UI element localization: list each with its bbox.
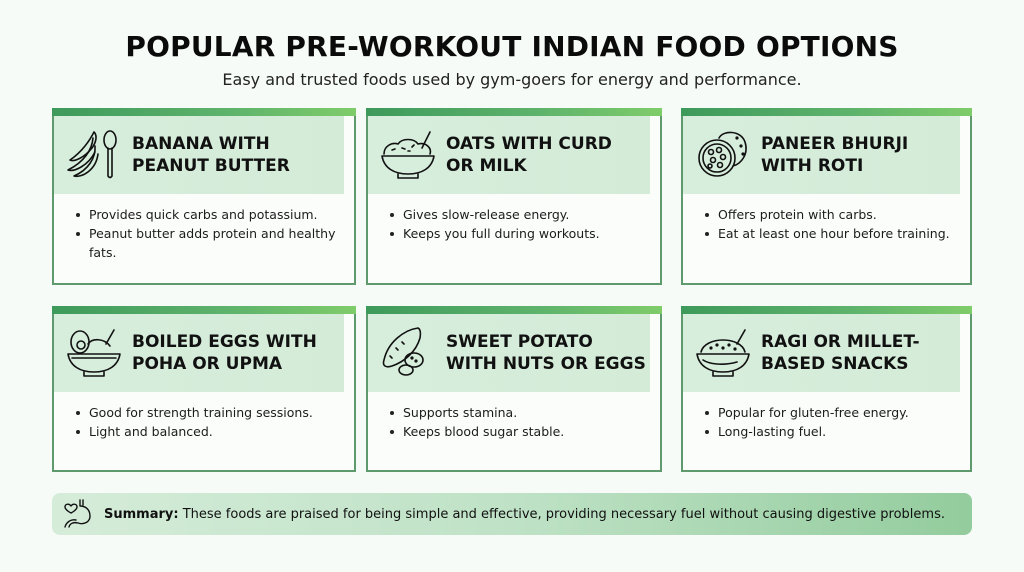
card-point: Keeps you full during workouts.	[390, 224, 650, 243]
egg-poha-bowl-icon	[64, 324, 124, 380]
card-points: Popular for gluten-free energy. Long-las…	[705, 403, 960, 441]
stomach-heart-icon	[62, 497, 96, 531]
card-points: Provides quick carbs and potassium. Pean…	[76, 205, 344, 262]
card-accent-bar	[366, 108, 662, 116]
card-accent-bar	[366, 306, 662, 314]
food-card-oats: OATS WITH CURD OR MILK Gives slow-releas…	[366, 108, 662, 285]
card-point: Provides quick carbs and potassium.	[76, 205, 344, 224]
food-card-sweet-potato: SWEET POTATO WITH NUTS OR EGGS Supports …	[366, 306, 662, 472]
card-header: BANANA WITH PEANUT BUTTER	[54, 116, 344, 194]
card-header: RAGI OR MILLET- BASED SNACKS	[683, 314, 960, 392]
card-point: Eat at least one hour before training.	[705, 224, 960, 243]
summary-text: Summary: These foods are praised for bei…	[104, 507, 945, 522]
card-header: BOILED EGGS WITH POHA OR UPMA	[54, 314, 344, 392]
card-header: OATS WITH CURD OR MILK	[368, 116, 650, 194]
banana-spoon-icon	[64, 126, 124, 182]
oats-bowl-icon	[378, 126, 438, 182]
card-points: Offers protein with carbs. Eat at least …	[705, 205, 960, 243]
card-points: Gives slow-release energy. Keeps you ful…	[390, 205, 650, 243]
card-header: SWEET POTATO WITH NUTS OR EGGS	[368, 314, 650, 392]
card-points: Good for strength training sessions. Lig…	[76, 403, 344, 441]
card-title: BANANA WITH PEANUT BUTTER	[132, 134, 290, 176]
card-point: Good for strength training sessions.	[76, 403, 344, 422]
paneer-roti-icon	[693, 126, 753, 182]
card-title: BOILED EGGS WITH POHA OR UPMA	[132, 332, 317, 374]
card-point: Long-lasting fuel.	[705, 422, 960, 441]
food-card-ragi-millet: RAGI OR MILLET- BASED SNACKS Popular for…	[681, 306, 972, 472]
food-card-paneer: PANEER BHURJI WITH ROTI Offers protein w…	[681, 108, 972, 285]
summary-body: These foods are praised for being simple…	[178, 506, 945, 522]
card-accent-bar	[52, 108, 356, 116]
card-header: PANEER BHURJI WITH ROTI	[683, 116, 960, 194]
card-points: Supports stamina. Keeps blood sugar stab…	[390, 403, 650, 441]
page-title: POPULAR PRE-WORKOUT INDIAN FOOD OPTIONS	[125, 30, 899, 63]
food-card-banana: BANANA WITH PEANUT BUTTER Provides quick…	[52, 108, 356, 285]
card-title: OATS WITH CURD OR MILK	[446, 134, 612, 176]
sweet-potato-nuts-icon	[378, 324, 438, 380]
card-title: PANEER BHURJI WITH ROTI	[761, 134, 909, 176]
card-title: RAGI OR MILLET- BASED SNACKS	[761, 332, 920, 374]
card-point: Light and balanced.	[76, 422, 344, 441]
summary-label: Summary:	[104, 506, 179, 522]
card-accent-bar	[681, 108, 972, 116]
card-accent-bar	[681, 306, 972, 314]
summary-banner: Summary: These foods are praised for bei…	[52, 493, 972, 535]
food-card-eggs-poha: BOILED EGGS WITH POHA OR UPMA Good for s…	[52, 306, 356, 472]
page-subtitle: Easy and trusted foods used by gym-goers…	[222, 70, 802, 89]
card-point: Offers protein with carbs.	[705, 205, 960, 224]
card-point: Peanut butter adds protein and healthy f…	[76, 224, 344, 262]
millet-bowl-icon	[693, 324, 753, 380]
card-point: Gives slow-release energy.	[390, 205, 650, 224]
card-point: Supports stamina.	[390, 403, 650, 422]
card-title: SWEET POTATO WITH NUTS OR EGGS	[446, 332, 646, 374]
card-point: Keeps blood sugar stable.	[390, 422, 650, 441]
card-accent-bar	[52, 306, 356, 314]
card-point: Popular for gluten-free energy.	[705, 403, 960, 422]
